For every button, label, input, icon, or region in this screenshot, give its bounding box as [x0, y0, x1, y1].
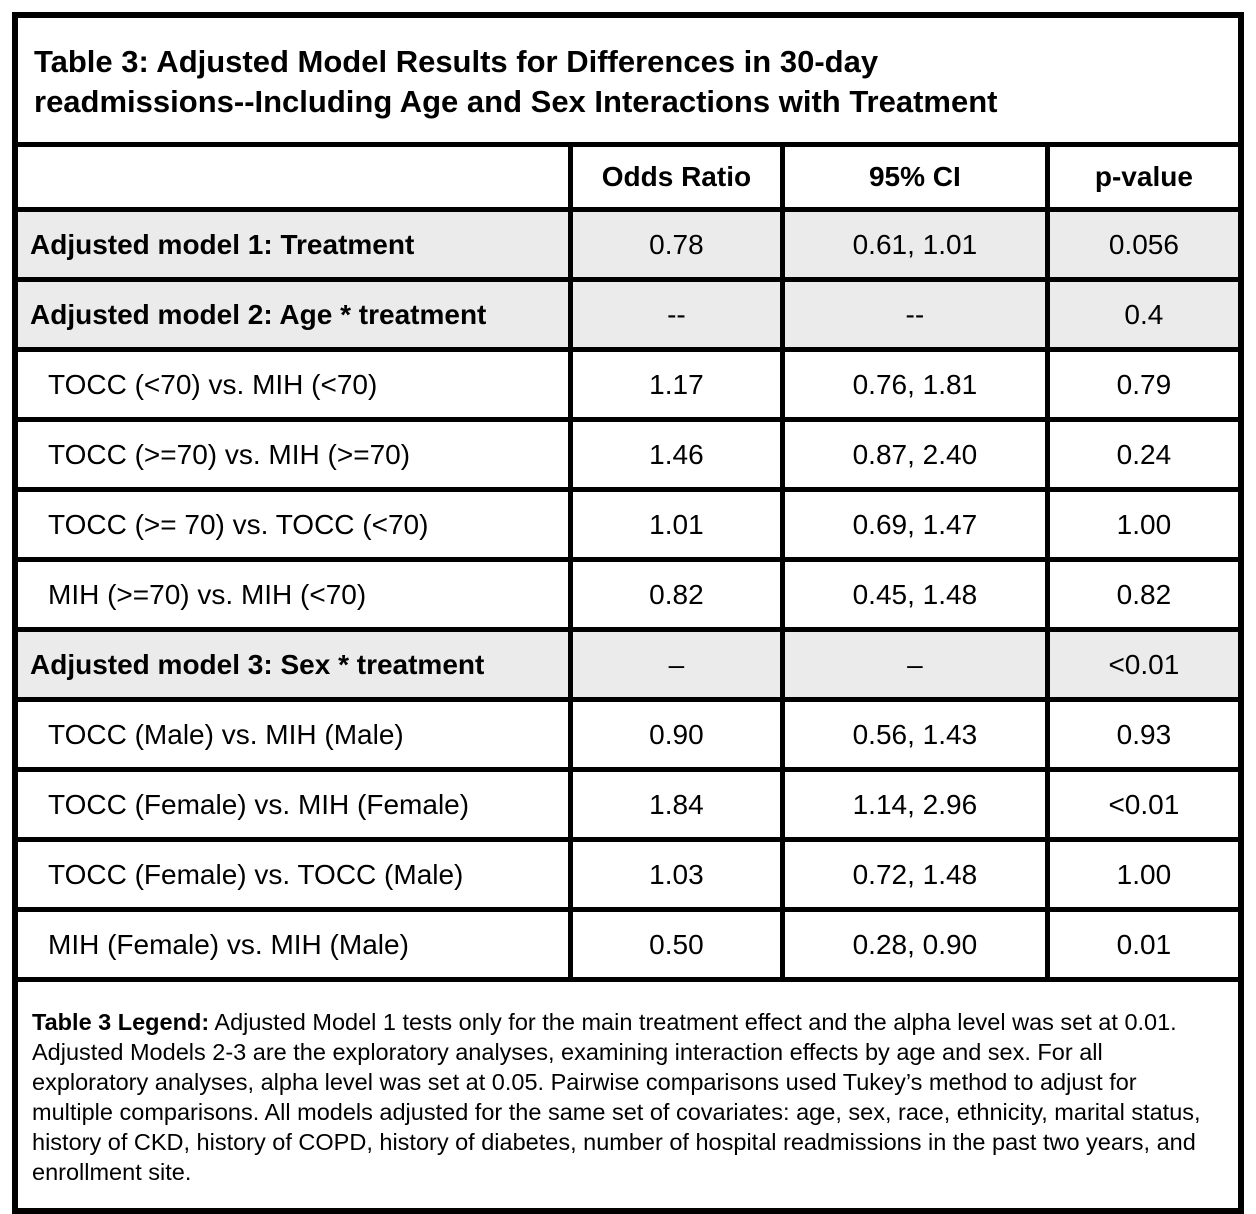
- p-value-cell: 0.01: [1044, 907, 1244, 982]
- row-label: TOCC (Male) vs. MIH (Male): [12, 697, 573, 772]
- ci-cell: --: [779, 277, 1050, 352]
- row-label: Adjusted model 1: Treatment: [12, 207, 573, 282]
- table-row: Adjusted model 3: Sex * treatment – – <0…: [12, 627, 1244, 702]
- row-label: TOCC (<70) vs. MIH (<70): [12, 347, 573, 422]
- p-value-cell: <0.01: [1044, 767, 1244, 842]
- row-label: MIH (>=70) vs. MIH (<70): [12, 557, 573, 632]
- ci-cell: 0.45, 1.48: [779, 557, 1050, 632]
- odds-ratio-cell: 1.17: [567, 347, 785, 422]
- p-value-cell: 0.79: [1044, 347, 1244, 422]
- results-table: Table 3: Adjusted Model Results for Diff…: [12, 12, 1244, 1214]
- table-row: MIH (Female) vs. MIH (Male) 0.50 0.28, 0…: [12, 907, 1244, 982]
- column-header-p-value: p-value: [1044, 142, 1244, 212]
- odds-ratio-cell: 1.03: [567, 837, 785, 912]
- column-header-empty: [12, 142, 573, 212]
- odds-ratio-cell: 0.78: [567, 207, 785, 282]
- header-row: Odds Ratio 95% CI p-value: [12, 142, 1244, 212]
- ci-cell: 0.76, 1.81: [779, 347, 1050, 422]
- column-header-odds-ratio: Odds Ratio: [567, 142, 785, 212]
- row-label: TOCC (>= 70) vs. TOCC (<70): [12, 487, 573, 562]
- ci-cell: 1.14, 2.96: [779, 767, 1050, 842]
- table-row: TOCC (Female) vs. TOCC (Male) 1.03 0.72,…: [12, 837, 1244, 912]
- p-value-cell: 0.82: [1044, 557, 1244, 632]
- odds-ratio-cell: 0.82: [567, 557, 785, 632]
- row-label: Adjusted model 2: Age * treatment: [12, 277, 573, 352]
- odds-ratio-cell: –: [567, 627, 785, 702]
- legend-row: Table 3 Legend: Adjusted Model 1 tests o…: [12, 977, 1244, 1214]
- page: Table 3: Adjusted Model Results for Diff…: [12, 12, 1244, 1214]
- ci-cell: 0.28, 0.90: [779, 907, 1050, 982]
- table-row: Adjusted model 2: Age * treatment -- -- …: [12, 277, 1244, 352]
- row-label: TOCC (Female) vs. TOCC (Male): [12, 837, 573, 912]
- table-row: TOCC (Male) vs. MIH (Male) 0.90 0.56, 1.…: [12, 697, 1244, 772]
- p-value-cell: 0.93: [1044, 697, 1244, 772]
- odds-ratio-cell: 1.01: [567, 487, 785, 562]
- ci-cell: –: [779, 627, 1050, 702]
- ci-cell: 0.61, 1.01: [779, 207, 1050, 282]
- odds-ratio-cell: --: [567, 277, 785, 352]
- table-row: TOCC (<70) vs. MIH (<70) 1.17 0.76, 1.81…: [12, 347, 1244, 422]
- odds-ratio-cell: 0.90: [567, 697, 785, 772]
- title-row: Table 3: Adjusted Model Results for Diff…: [12, 12, 1244, 147]
- row-label: Adjusted model 3: Sex * treatment: [12, 627, 573, 702]
- odds-ratio-cell: 1.84: [567, 767, 785, 842]
- ci-cell: 0.56, 1.43: [779, 697, 1050, 772]
- p-value-cell: 1.00: [1044, 837, 1244, 912]
- p-value-cell: 0.4: [1044, 277, 1244, 352]
- ci-cell: 0.87, 2.40: [779, 417, 1050, 492]
- table-legend: Table 3 Legend: Adjusted Model 1 tests o…: [12, 977, 1244, 1214]
- table-row: MIH (>=70) vs. MIH (<70) 0.82 0.45, 1.48…: [12, 557, 1244, 632]
- row-label: MIH (Female) vs. MIH (Male): [12, 907, 573, 982]
- odds-ratio-cell: 0.50: [567, 907, 785, 982]
- legend-label: Table 3 Legend:: [32, 1009, 210, 1035]
- odds-ratio-cell: 1.46: [567, 417, 785, 492]
- table-row: Adjusted model 1: Treatment 0.78 0.61, 1…: [12, 207, 1244, 282]
- row-label: TOCC (>=70) vs. MIH (>=70): [12, 417, 573, 492]
- table-row: TOCC (Female) vs. MIH (Female) 1.84 1.14…: [12, 767, 1244, 842]
- legend-text: Adjusted Model 1 tests only for the main…: [32, 1009, 1201, 1185]
- p-value-cell: <0.01: [1044, 627, 1244, 702]
- p-value-cell: 1.00: [1044, 487, 1244, 562]
- p-value-cell: 0.24: [1044, 417, 1244, 492]
- table-row: TOCC (>= 70) vs. TOCC (<70) 1.01 0.69, 1…: [12, 487, 1244, 562]
- column-header-ci: 95% CI: [779, 142, 1050, 212]
- ci-cell: 0.69, 1.47: [779, 487, 1050, 562]
- table-title: Table 3: Adjusted Model Results for Diff…: [12, 12, 1244, 147]
- row-label: TOCC (Female) vs. MIH (Female): [12, 767, 573, 842]
- ci-cell: 0.72, 1.48: [779, 837, 1050, 912]
- table-row: TOCC (>=70) vs. MIH (>=70) 1.46 0.87, 2.…: [12, 417, 1244, 492]
- p-value-cell: 0.056: [1044, 207, 1244, 282]
